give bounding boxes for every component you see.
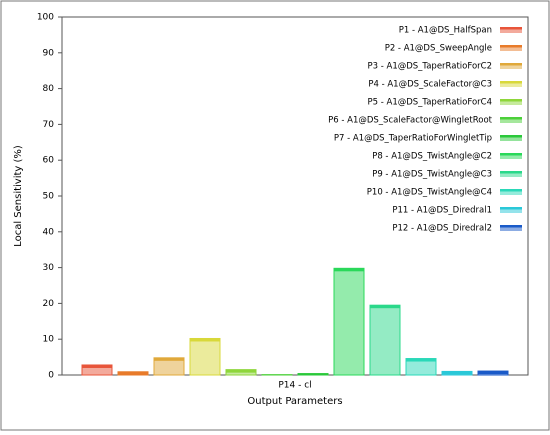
legend-swatch-cap bbox=[500, 45, 522, 48]
bar bbox=[190, 338, 220, 375]
y-tick-label: 10 bbox=[43, 335, 55, 345]
legend-label: P10 - A1@DS_TwistAngle@C4 bbox=[367, 188, 492, 198]
bar-cap bbox=[334, 268, 364, 271]
legend-label: P7 - A1@DS_TaperRatioForWingletTip bbox=[334, 134, 492, 144]
legend-swatch-cap bbox=[500, 153, 522, 156]
bar-cap bbox=[226, 370, 256, 373]
y-tick-label: 50 bbox=[43, 192, 55, 202]
legend-swatch-cap bbox=[500, 99, 522, 102]
y-tick-label: 70 bbox=[43, 120, 55, 130]
legend-swatch-cap bbox=[500, 171, 522, 174]
y-tick-label: 100 bbox=[37, 13, 54, 23]
x-axis-label: Output Parameters bbox=[247, 396, 342, 407]
y-tick-label: 40 bbox=[43, 227, 55, 237]
legend-label: P9 - A1@DS_TwistAngle@C3 bbox=[372, 170, 492, 180]
bar-cap bbox=[154, 358, 184, 361]
bar-cap bbox=[442, 371, 472, 374]
bar-cap bbox=[406, 359, 436, 362]
legend-swatch-cap bbox=[500, 27, 522, 30]
y-tick-label: 30 bbox=[43, 263, 55, 273]
legend-label: P6 - A1@DS_ScaleFactor@WingletRoot bbox=[328, 116, 493, 126]
legend-swatch-cap bbox=[500, 135, 522, 138]
y-tick-label: 80 bbox=[43, 84, 55, 94]
bar-cap bbox=[82, 365, 112, 368]
legend-swatch-cap bbox=[500, 189, 522, 192]
legend-label: P3 - A1@DS_TaperRatioForC2 bbox=[368, 62, 492, 72]
bar-cap bbox=[478, 371, 508, 374]
y-tick-label: 0 bbox=[48, 371, 54, 381]
legend-label: P1 - A1@DS_HalfSpan bbox=[399, 26, 492, 36]
legend-label: P12 - A1@DS_Diredral2 bbox=[392, 224, 492, 234]
bar-cap bbox=[370, 305, 400, 308]
bar-cap bbox=[298, 374, 328, 375]
legend-label: P5 - A1@DS_TaperRatioForC4 bbox=[368, 98, 492, 108]
bar bbox=[370, 305, 400, 375]
legend-swatch-cap bbox=[500, 117, 522, 120]
y-tick-label: 90 bbox=[43, 48, 55, 58]
legend-swatch-cap bbox=[500, 81, 522, 84]
x-tick-label: P14 - cl bbox=[278, 381, 311, 391]
legend-label: P4 - A1@DS_ScaleFactor@C3 bbox=[368, 80, 492, 90]
legend-swatch-cap bbox=[500, 225, 522, 228]
y-tick-label: 60 bbox=[43, 156, 55, 166]
y-axis-label: Local Sensitivity (%) bbox=[13, 145, 24, 247]
legend-label: P11 - A1@DS_Diredral1 bbox=[392, 206, 492, 216]
y-tick-label: 20 bbox=[43, 299, 55, 309]
legend-label: P8 - A1@DS_TwistAngle@C2 bbox=[372, 152, 492, 162]
bar-cap bbox=[190, 338, 220, 341]
bar-cap bbox=[118, 372, 148, 375]
legend-swatch-cap bbox=[500, 207, 522, 210]
legend-swatch-cap bbox=[500, 63, 522, 66]
legend-label: P2 - A1@DS_SweepAngle bbox=[385, 44, 492, 54]
bar bbox=[334, 268, 364, 375]
